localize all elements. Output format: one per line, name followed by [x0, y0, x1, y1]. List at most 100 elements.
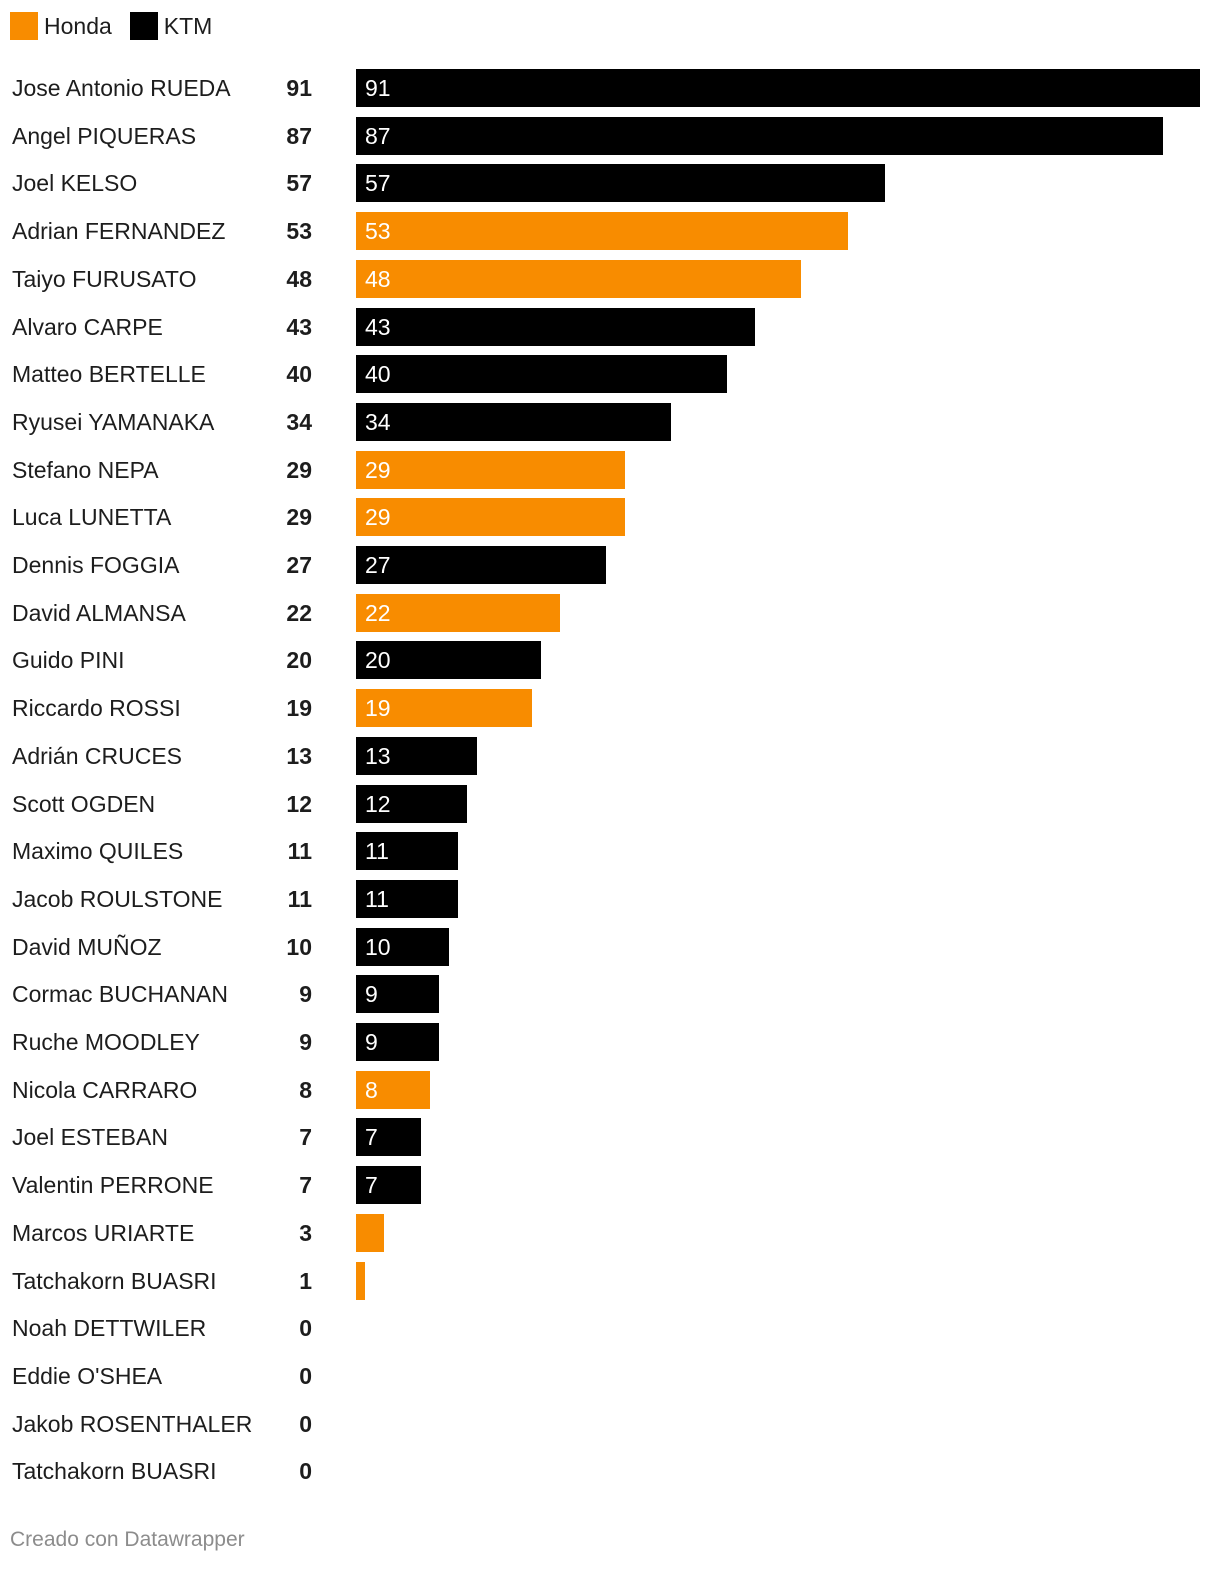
- bar-data-label: 34: [365, 408, 391, 435]
- chart-row: Valentin PERRONE 7 7: [0, 1165, 1220, 1205]
- bar[interactable]: 27: [356, 546, 607, 584]
- legend-item-honda: Honda: [10, 12, 112, 40]
- rider-name-label: Nicola CARRARO: [12, 1076, 198, 1103]
- rider-name-label: Tatchakorn BUASRI: [12, 1267, 217, 1294]
- bar[interactable]: 91: [356, 69, 1200, 107]
- rider-name-label: Joel ESTEBAN: [12, 1124, 168, 1151]
- chart-row: Joel KELSO 57 57: [0, 163, 1220, 203]
- rider-name-label: Noah DETTWILER: [12, 1315, 207, 1342]
- bar[interactable]: 19: [356, 689, 533, 728]
- bar[interactable]: 20: [356, 641, 542, 680]
- bar[interactable]: 87: [356, 116, 1163, 155]
- bar[interactable]: 29: [356, 498, 625, 537]
- bar[interactable]: 7: [356, 1118, 421, 1157]
- chart-row: Adrián CRUCES 13 13: [0, 736, 1220, 776]
- points-value-label: 87: [286, 122, 312, 149]
- chart-row: Cormac BUCHANAN 9 9: [0, 974, 1220, 1014]
- chart-row: Scott OGDEN 12 12: [0, 784, 1220, 824]
- points-value-label: 19: [286, 695, 312, 722]
- chart-row: Tatchakorn BUASRI 0: [0, 1451, 1220, 1491]
- rider-name-label: Cormac BUCHANAN: [12, 981, 228, 1008]
- rider-name-label: Adrian FERNANDEZ: [12, 218, 226, 245]
- points-value-label: 10: [286, 933, 312, 960]
- bar[interactable]: [356, 1213, 384, 1252]
- chart-row: Taiyo FURUSATO 48 48: [0, 259, 1220, 299]
- bar[interactable]: 10: [356, 927, 449, 966]
- bar[interactable]: 40: [356, 355, 727, 394]
- chart-row: Eddie O'SHEA 0: [0, 1356, 1220, 1396]
- points-value-label: 34: [286, 408, 312, 435]
- chart-row: Stefano NEPA 29 29: [0, 450, 1220, 490]
- points-value-label: 29: [286, 456, 312, 483]
- bar-data-label: 87: [365, 122, 391, 149]
- bar-data-label: 22: [365, 599, 391, 626]
- points-value-label: 22: [286, 599, 312, 626]
- bar[interactable]: 29: [356, 450, 625, 489]
- bar-data-label: 9: [365, 1029, 378, 1055]
- bar[interactable]: 9: [356, 1023, 440, 1061]
- legend-swatch-honda: [10, 12, 38, 40]
- bar-data-label: 7: [365, 1124, 378, 1151]
- points-value-label: 27: [286, 552, 312, 578]
- chart-row: Noah DETTWILER 0: [0, 1308, 1220, 1348]
- points-value-label: 0: [299, 1458, 312, 1485]
- chart-row: Jacob ROULSTONE 11 11: [0, 879, 1220, 919]
- rider-name-label: Angel PIQUERAS: [12, 122, 197, 149]
- points-value-label: 57: [286, 170, 312, 197]
- points-value-label: 43: [286, 313, 312, 340]
- legend-label-ktm: KTM: [163, 12, 213, 39]
- chart-row: Alvaro CARPE 43 43: [0, 307, 1220, 347]
- bar[interactable]: 34: [356, 402, 672, 441]
- points-value-label: 9: [299, 1029, 312, 1055]
- bar[interactable]: 9: [356, 975, 440, 1014]
- bar-data-label: 7: [365, 1172, 378, 1199]
- rider-name-label: Stefano NEPA: [12, 456, 159, 483]
- chart-row: Riccardo ROSSI 19 19: [0, 688, 1220, 728]
- bar[interactable]: 13: [356, 736, 477, 775]
- points-value-label: 1: [299, 1267, 312, 1294]
- bar-data-label: 12: [365, 790, 391, 817]
- rider-name-label: Ryusei YAMANAKA: [12, 408, 215, 435]
- rider-name-label: Luca LUNETTA: [12, 504, 172, 531]
- points-value-label: 7: [299, 1172, 312, 1199]
- points-value-label: 9: [299, 981, 312, 1008]
- rider-name-label: Scott OGDEN: [12, 790, 156, 817]
- chart-row: Adrian FERNANDEZ 53 53: [0, 211, 1220, 251]
- rider-name-label: Jose Antonio RUEDA: [12, 75, 231, 101]
- bar[interactable]: [356, 1261, 366, 1300]
- bar-data-label: 53: [365, 218, 391, 245]
- rider-name-label: Jakob ROSENTHALER: [12, 1410, 253, 1437]
- chart-row: Ruche MOODLEY 9 9: [0, 1022, 1220, 1062]
- bar-data-label: 10: [365, 933, 391, 960]
- chart-row: Dennis FOGGIA 27 27: [0, 545, 1220, 585]
- bar-chart: Jose Antonio RUEDA 91 91 Angel PIQUERAS 87 87…: [0, 69, 1220, 1491]
- bar[interactable]: 22: [356, 593, 561, 632]
- points-value-label: 53: [286, 218, 312, 245]
- chart-row: Angel PIQUERAS 87 87: [0, 116, 1220, 156]
- bar[interactable]: 11: [356, 832, 459, 871]
- bar-data-label: 40: [365, 361, 391, 388]
- points-value-label: 13: [286, 742, 312, 769]
- rider-name-label: David MUÑOZ: [12, 933, 162, 960]
- bar[interactable]: 11: [356, 879, 459, 918]
- bar[interactable]: 53: [356, 212, 848, 251]
- bar-data-label: 19: [365, 695, 391, 722]
- points-value-label: 8: [299, 1076, 312, 1103]
- bar[interactable]: 7: [356, 1166, 421, 1205]
- points-value-label: 11: [287, 838, 312, 865]
- points-value-label: 11: [287, 885, 312, 912]
- bar[interactable]: 8: [356, 1070, 431, 1109]
- rider-name-label: David ALMANSA: [12, 599, 186, 626]
- bar[interactable]: 48: [356, 259, 802, 298]
- chart-row: Luca LUNETTA 29 29: [0, 497, 1220, 537]
- rider-name-label: Joel KELSO: [12, 170, 138, 197]
- bar[interactable]: 12: [356, 784, 468, 823]
- bar[interactable]: 43: [356, 307, 755, 346]
- bar-data-label: 43: [365, 313, 391, 340]
- rider-name-label: Taiyo FURUSATO: [12, 265, 197, 292]
- footer-credit[interactable]: Creado con Datawrapper: [10, 1528, 245, 1551]
- bar-data-label: 13: [365, 742, 391, 769]
- chart-row: Marcos URIARTE 3: [0, 1213, 1220, 1253]
- bar[interactable]: 57: [356, 164, 885, 203]
- chart-row: Nicola CARRARO 8 8: [0, 1070, 1220, 1110]
